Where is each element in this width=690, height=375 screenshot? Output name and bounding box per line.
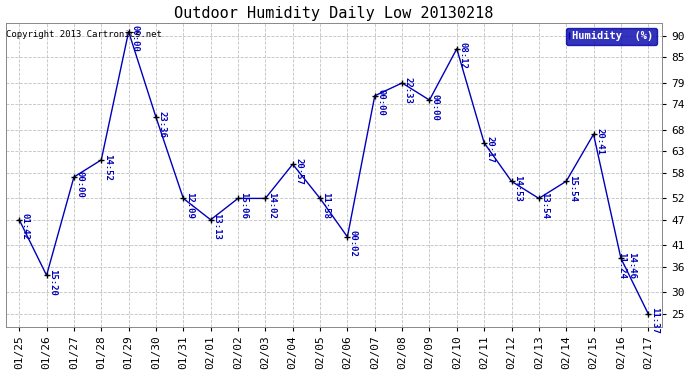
Text: Copyright 2013 Cartronics.net: Copyright 2013 Cartronics.net	[6, 30, 161, 39]
Text: 14:53: 14:53	[513, 175, 522, 202]
Text: 15:06: 15:06	[239, 192, 248, 219]
Text: 11:58: 11:58	[322, 192, 331, 219]
Text: 13:13: 13:13	[213, 213, 221, 240]
Text: 20:41: 20:41	[595, 128, 604, 155]
Text: 22:33: 22:33	[404, 76, 413, 104]
Text: 01:42: 01:42	[21, 213, 30, 240]
Text: 20:57: 20:57	[294, 158, 303, 184]
Text: 00:00: 00:00	[431, 94, 440, 120]
Text: 14:02: 14:02	[267, 192, 276, 219]
Text: 15:20: 15:20	[48, 269, 57, 296]
Text: 11:37: 11:37	[650, 308, 659, 334]
Text: 23:36: 23:36	[157, 111, 166, 138]
Legend: Humidity  (%): Humidity (%)	[566, 28, 657, 45]
Text: 00:02: 00:02	[349, 231, 358, 257]
Text: 00:00: 00:00	[75, 171, 84, 198]
Title: Outdoor Humidity Daily Low 20130218: Outdoor Humidity Daily Low 20130218	[174, 6, 493, 21]
Text: 08:12: 08:12	[458, 42, 467, 69]
Text: 00:00: 00:00	[130, 25, 139, 52]
Text: 14:46
11:24: 14:46 11:24	[618, 252, 637, 279]
Text: 20:17: 20:17	[486, 136, 495, 163]
Text: 12:09: 12:09	[185, 192, 194, 219]
Text: 13:54: 13:54	[540, 192, 549, 219]
Text: 15:54: 15:54	[568, 175, 577, 202]
Text: 00:00: 00:00	[376, 89, 385, 116]
Text: 14:52: 14:52	[103, 153, 112, 180]
